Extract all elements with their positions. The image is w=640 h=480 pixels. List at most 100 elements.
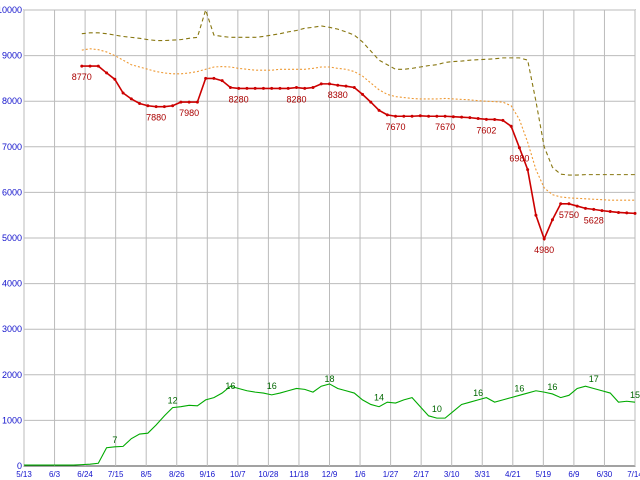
data-point [113, 77, 117, 81]
data-point [608, 210, 612, 214]
volume-data-label: 16 [547, 382, 557, 392]
data-point [616, 210, 620, 214]
y-tick-label: 4000 [2, 279, 22, 289]
data-point [443, 114, 447, 118]
data-point [319, 82, 323, 86]
data-point [509, 124, 513, 128]
data-point [121, 91, 125, 95]
data-point [261, 86, 265, 90]
price-data-label: 5750 [559, 210, 579, 220]
x-tick-label: 1/6 [354, 470, 366, 479]
data-point [344, 84, 348, 88]
data-point [129, 97, 133, 101]
y-tick-label: 1000 [2, 415, 22, 425]
data-point [146, 104, 150, 108]
data-point [484, 117, 488, 121]
data-point [377, 108, 381, 112]
data-point [633, 211, 637, 215]
volume-data-label: 18 [324, 374, 334, 384]
y-tick-label: 6000 [2, 187, 22, 197]
data-point [171, 104, 175, 108]
data-point [526, 168, 530, 172]
data-point [435, 114, 439, 118]
price-data-label: 7980 [179, 108, 199, 118]
data-point [625, 211, 629, 215]
data-point [96, 64, 100, 68]
price-data-label: 8770 [72, 72, 92, 82]
x-tick-label: 2/17 [413, 470, 429, 479]
data-point [476, 117, 480, 121]
data-point [294, 86, 298, 90]
data-point [303, 86, 307, 90]
volume-data-label: 16 [514, 383, 524, 393]
price-data-label: 5628 [584, 215, 604, 225]
data-point [270, 86, 274, 90]
data-point [278, 86, 282, 90]
x-tick-label: 6/24 [77, 470, 93, 479]
data-point [402, 114, 406, 118]
data-point [592, 207, 596, 211]
y-tick-label: 0 [17, 461, 22, 471]
volume-data-label: 7 [112, 435, 117, 445]
data-point [493, 117, 497, 121]
volume-data-label: 15 [630, 390, 640, 400]
data-point [534, 213, 538, 217]
y-tick-label: 5000 [2, 233, 22, 243]
x-tick-label: 8/26 [169, 470, 185, 479]
data-point [600, 209, 604, 213]
price-data-label: 8380 [328, 90, 348, 100]
volume-data-label: 10 [432, 404, 442, 414]
data-point [220, 79, 224, 83]
data-point [352, 86, 356, 90]
price-data-label: 7880 [146, 113, 166, 123]
data-point [80, 64, 84, 68]
x-tick-label: 7/14 [627, 470, 640, 479]
data-point [138, 101, 142, 105]
series-line-price [81, 65, 636, 242]
y-tick-label: 7000 [2, 142, 22, 152]
data-point [204, 76, 208, 80]
price-data-label: 8280 [286, 94, 306, 104]
x-tick-label: 8/5 [141, 470, 153, 479]
volume-data-label: 16 [267, 381, 277, 391]
data-point [517, 146, 521, 150]
price-data-label: 4980 [534, 245, 554, 255]
x-tick-label: 7/15 [108, 470, 124, 479]
data-point [468, 116, 472, 120]
price-data-label: 8280 [229, 94, 249, 104]
series-line-upper-band [81, 48, 635, 201]
price-data-label: 7602 [476, 125, 496, 135]
data-point [88, 64, 92, 68]
data-point [410, 114, 414, 118]
data-point [542, 237, 546, 241]
x-tick-label: 10/28 [258, 470, 279, 479]
data-point [460, 115, 464, 119]
data-point [187, 100, 191, 104]
data-point [550, 218, 554, 222]
x-tick-label: 4/21 [505, 470, 521, 479]
x-tick-label: 10/7 [230, 470, 246, 479]
volume-data-label: 14 [374, 392, 384, 402]
x-tick-label: 9/16 [200, 470, 216, 479]
series-line-volume [24, 383, 636, 466]
x-tick-label: 3/31 [474, 470, 490, 479]
data-point [385, 113, 389, 117]
data-point [501, 118, 505, 122]
volume-data-label: 16 [473, 388, 483, 398]
data-point [369, 100, 373, 104]
volume-data-label: 12 [168, 396, 178, 406]
y-tick-label: 9000 [2, 51, 22, 61]
volume-data-label: 16 [225, 381, 235, 391]
price-data-label: 6980 [509, 154, 529, 164]
data-point [361, 92, 365, 96]
series-line-upper-band-2 [81, 8, 635, 176]
price-data-label: 7670 [435, 122, 455, 132]
x-tick-label: 5/19 [536, 470, 552, 479]
x-tick-label: 6/3 [49, 470, 61, 479]
x-tick-label: 11/18 [289, 470, 309, 479]
data-point [451, 115, 455, 119]
y-tick-label: 10000 [0, 5, 22, 15]
data-point [567, 202, 571, 206]
